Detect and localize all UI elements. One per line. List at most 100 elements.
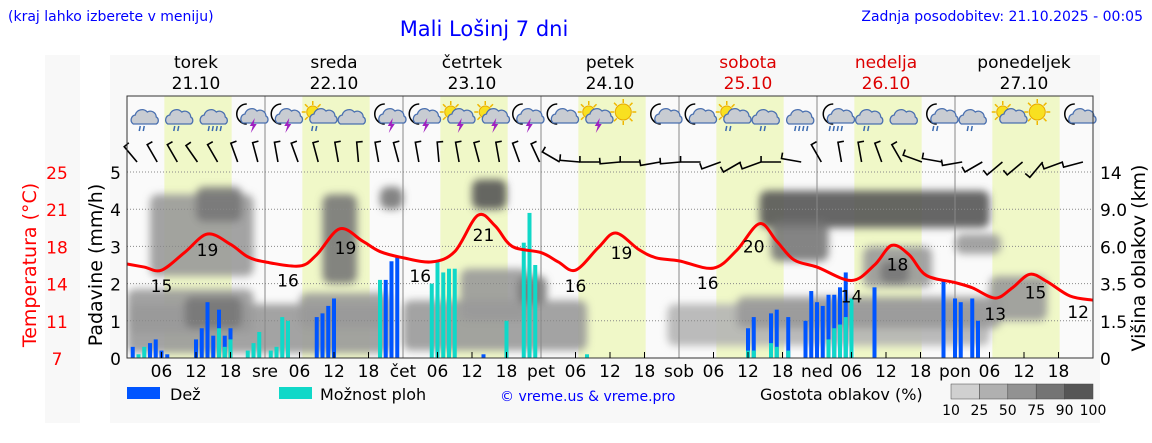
cloud-rain-icon	[751, 109, 780, 132]
moon-thunderstorm-icon	[408, 103, 442, 133]
sun-ray	[718, 116, 723, 121]
cloud-shape	[786, 109, 815, 125]
cloud-height-tick: 0	[1100, 350, 1111, 370]
rain-bar	[774, 309, 779, 358]
rain-bar	[826, 294, 831, 358]
raindrop	[806, 125, 809, 132]
rain-bar	[194, 339, 198, 358]
raindrop	[840, 125, 843, 132]
cloud-shape	[199, 109, 228, 125]
raindrop	[932, 125, 935, 132]
temperature-label: 19	[197, 241, 219, 261]
legend: Dež Možnost ploh © vreme.us & vreme.pro …	[127, 383, 1106, 419]
raindrop	[215, 125, 218, 132]
cloud-rain-icon	[165, 109, 194, 132]
sun-cloud-rain-icon	[715, 101, 752, 132]
rain-bar	[205, 302, 210, 358]
raindrop	[177, 125, 180, 132]
wind-barb	[739, 161, 762, 170]
sun-ray	[476, 103, 481, 108]
raindrop	[725, 125, 728, 132]
wind-barb	[530, 140, 541, 163]
x-tick-day: sob	[664, 362, 694, 382]
wind-barb	[719, 161, 742, 174]
cloud-shape	[889, 109, 918, 125]
rain-bar	[953, 298, 957, 358]
moon-thunderstorm-icon	[270, 103, 304, 133]
sun-ray	[718, 103, 723, 108]
wind-barb	[921, 152, 943, 163]
showers-bar	[838, 324, 842, 358]
wind-barb	[414, 140, 422, 163]
x-tick-day: pon	[939, 362, 971, 382]
rain-bar	[838, 287, 842, 358]
cloud-shape	[958, 109, 987, 125]
cloud-patch	[472, 179, 507, 210]
x-tick-hour: 06	[151, 362, 173, 382]
cloud-density-colorbar: 10 25 50 75 90 100	[942, 383, 1106, 419]
cloud-shape	[165, 109, 194, 125]
wind-barb	[619, 156, 641, 163]
showers-bar	[786, 350, 791, 358]
legend-cloud-density-label: Gostota oblakov (%)	[760, 385, 923, 404]
moon-thunderstorm-icon	[374, 103, 407, 133]
moon-crescent	[926, 103, 937, 125]
wind-barb	[890, 140, 903, 163]
x-tick-hour: 18	[358, 362, 380, 382]
x-tick-hour: 06	[427, 362, 449, 382]
cloud-patch	[460, 268, 530, 321]
lightning-bolt	[491, 118, 499, 133]
showers-bar	[447, 268, 451, 358]
cloud-patch	[989, 276, 1047, 321]
copyright-link[interactable]: © vreme.us & vreme.pro	[500, 389, 675, 405]
rain-bar	[970, 298, 975, 358]
colorbar-tick: 75	[1027, 403, 1045, 419]
raindrop	[867, 125, 870, 132]
temperature-tick: 11	[46, 313, 68, 333]
showers-bar	[251, 343, 256, 358]
raindrop	[729, 125, 732, 132]
sun-ray	[580, 116, 585, 121]
rain-bar	[199, 328, 204, 358]
sun-ray	[580, 103, 585, 108]
temperature-label: 15	[151, 277, 173, 297]
rain-bar	[332, 298, 336, 358]
temperature-label: 16	[697, 274, 719, 294]
rain-bar	[320, 313, 325, 358]
temperature-label: 19	[611, 244, 633, 264]
wind-barb	[184, 141, 199, 163]
showers-bar	[280, 317, 285, 358]
raindrop	[763, 125, 766, 132]
last-updated: Zadnja posodobitev: 21.10.2025 - 00:05	[861, 9, 1143, 25]
rain-bar	[211, 335, 216, 358]
cloud-shape	[855, 109, 884, 125]
showers-bar	[274, 346, 279, 358]
showers-bar	[257, 331, 262, 358]
moon-crescent	[822, 103, 834, 125]
raindrop	[311, 125, 314, 132]
temperature-label: 18	[887, 255, 909, 275]
rain-bar	[383, 279, 388, 358]
wind-barb	[206, 140, 219, 163]
precipitation-tick: 2	[110, 276, 121, 296]
cloud-height-tick: 3.5	[1100, 276, 1127, 296]
wind-barb	[940, 159, 963, 167]
x-tick-hour: 06	[289, 362, 311, 382]
colorbar-tick: 10	[942, 403, 960, 419]
location-menu-hint[interactable]: (kraj lahko izberete v meniju)	[8, 9, 214, 25]
wind-barb	[961, 161, 983, 174]
raindrop	[970, 125, 973, 132]
rain-bar	[803, 320, 808, 358]
sun-cloud-rain-icon	[301, 101, 338, 132]
moon-rain-icon	[926, 103, 959, 132]
day-date: 23.10	[448, 74, 497, 94]
showers-bar	[142, 346, 147, 358]
legend-showers-label: Možnost ploh	[320, 385, 426, 404]
day-name: sreda	[310, 53, 357, 73]
cloud-height-tick: 14	[1100, 164, 1122, 184]
moon-crescent	[546, 103, 558, 125]
temperature-label: 12	[1067, 303, 1089, 323]
moon-crescent	[236, 103, 247, 125]
